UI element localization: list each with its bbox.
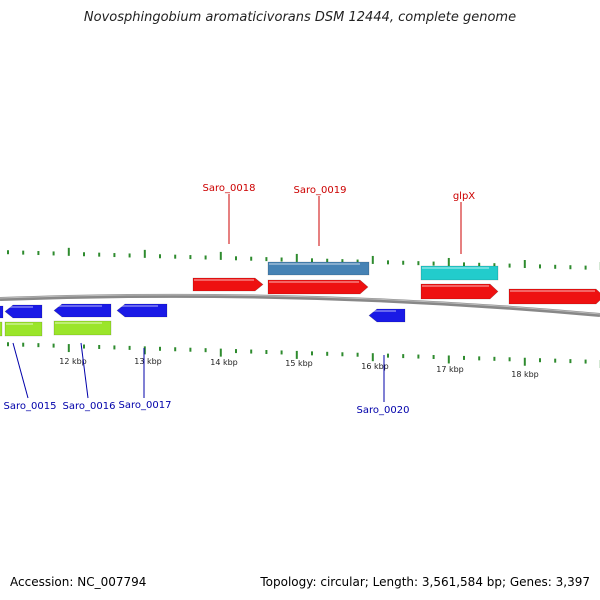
kbp-label: 16 kbp	[361, 362, 389, 371]
lower-leader-line	[13, 343, 28, 398]
kbp-label: 18 kbp	[511, 370, 539, 379]
gene-green-left-highlight	[6, 323, 33, 325]
gene-saro-0018-highlight	[194, 279, 254, 281]
gene-green-edge	[0, 322, 2, 336]
gene-saro-0015-highlight	[6, 306, 33, 308]
gene-saro-0016-highlight	[55, 305, 102, 307]
gene-label-upper: Saro_0019	[294, 185, 347, 196]
gene-glpx-highlight	[422, 285, 489, 287]
gene-saro-0020-highlight	[370, 310, 396, 312]
gene-label-lower: Saro_0016	[63, 401, 116, 412]
gene-saro-0019-highlight	[269, 281, 359, 283]
gene-blue-edge	[0, 306, 3, 318]
gene-label-upper: Saro_0018	[203, 183, 256, 194]
gene-label-lower: Saro_0020	[357, 405, 410, 416]
kbp-label: 13 kbp	[134, 357, 162, 366]
gene-label-upper: glpX	[453, 191, 475, 202]
gene-green-mid-highlight	[55, 322, 102, 324]
genome-map: 12 kbp 13 kbp 14 kbp 15 kbp 16 kbp 17 kbp18 k…	[0, 0, 600, 600]
gene-red-right-highlight	[510, 290, 595, 292]
lower-leader-line	[81, 343, 88, 398]
kbp-label: 17 kbp	[436, 365, 464, 374]
genome-summary: Topology: circular; Length: 3,561,584 bp…	[260, 575, 590, 589]
kbp-label: 15 kbp	[285, 359, 313, 368]
kbp-label: 14 kbp	[210, 358, 238, 367]
gene-block-steel-highlight	[269, 263, 360, 265]
accession-text: Accession: NC_007794	[10, 575, 146, 589]
gene-glpx-block-highlight	[422, 267, 489, 269]
gene-label-lower: Saro_0015	[4, 401, 57, 412]
gene-saro-0017-highlight	[118, 305, 158, 307]
gene-label-lower: Saro_0017	[119, 400, 172, 411]
